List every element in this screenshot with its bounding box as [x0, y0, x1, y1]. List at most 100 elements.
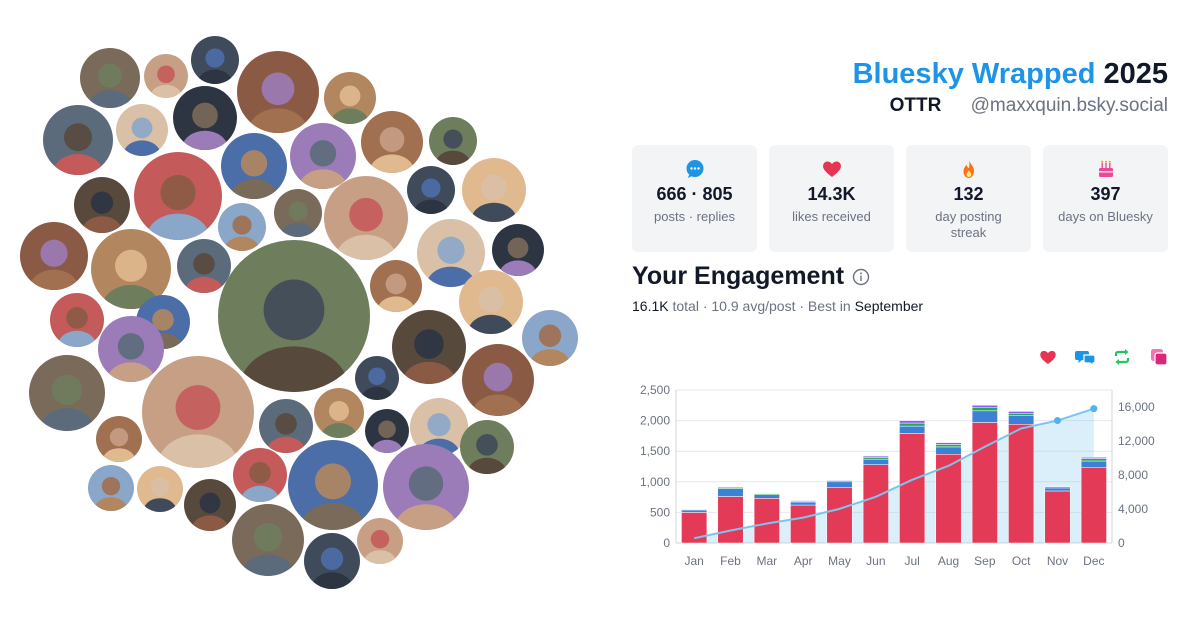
- y-tick-label: 2,000: [640, 414, 670, 428]
- y2-tick-label: 12,000: [1118, 434, 1155, 448]
- avatar[interactable]: [361, 111, 423, 173]
- quote-icon[interactable]: [1148, 346, 1170, 368]
- avatar[interactable]: [177, 239, 231, 293]
- bar-segment: [971, 405, 998, 408]
- bar-segment: [862, 455, 889, 458]
- avatar[interactable]: [324, 72, 376, 124]
- avatar[interactable]: [429, 117, 477, 165]
- y-tick-label: 1,500: [640, 444, 670, 458]
- bar-segment: [717, 486, 744, 488]
- avatar[interactable]: [460, 420, 514, 474]
- bar-segment: [753, 494, 780, 499]
- bar-segment: [899, 433, 926, 544]
- avatar[interactable]: [29, 355, 105, 431]
- stat-label: day posting streak: [935, 209, 1002, 240]
- x-tick-label: Oct: [1012, 554, 1031, 568]
- avatar[interactable]: [221, 133, 287, 199]
- avatar[interactable]: [314, 388, 364, 438]
- avatar[interactable]: [462, 158, 526, 222]
- best-month: September: [854, 298, 924, 314]
- chart-svg: 0 500 1,000 1,500 2,000 2,500 0 4,000 8,000 12,00…: [640, 383, 1155, 568]
- avatar[interactable]: [74, 177, 130, 233]
- stat-card-likes: 14.3K likes received: [769, 145, 894, 252]
- avatar[interactable]: [357, 518, 403, 564]
- avatar[interactable]: [459, 270, 523, 334]
- avatar[interactable]: [288, 440, 378, 530]
- avatar[interactable]: [304, 533, 360, 589]
- avatar[interactable]: [259, 399, 313, 453]
- bar-segment: [1008, 413, 1035, 416]
- y-tick-label: 2,500: [640, 383, 670, 397]
- x-tick-label: Mar: [756, 554, 777, 568]
- stat-value: 666 · 805: [656, 184, 733, 204]
- avatar[interactable]: [365, 409, 409, 453]
- bar-segment: [935, 454, 962, 544]
- avatar[interactable]: [80, 48, 140, 108]
- avatar[interactable]: [88, 465, 134, 511]
- engagement-chart: 0 500 1,000 1,500 2,000 2,500 0 4,000 8,000 12,00…: [632, 378, 1180, 578]
- stats-row: 666 · 805 posts · replies 14.3K likes re…: [632, 145, 1168, 252]
- avatar[interactable]: [290, 123, 356, 189]
- avatar[interactable]: [383, 444, 469, 530]
- bar-segment: [826, 487, 853, 544]
- x-tick-label: Jan: [684, 554, 703, 568]
- avatar[interactable]: [462, 344, 534, 416]
- bar-segment: [1008, 411, 1035, 414]
- avatar[interactable]: [218, 203, 266, 251]
- avatar[interactable]: [407, 166, 455, 214]
- heart-icon[interactable]: [1037, 346, 1059, 368]
- avatar[interactable]: [43, 105, 113, 175]
- bar-segment: [681, 509, 708, 513]
- avatar[interactable]: [233, 448, 287, 502]
- avatar-collage: [20, 36, 578, 589]
- avatar[interactable]: [370, 260, 422, 312]
- x-tick-label: Jul: [904, 554, 919, 568]
- avatar[interactable]: [184, 479, 236, 531]
- avatar[interactable]: [355, 356, 399, 400]
- bar-segment: [971, 422, 998, 544]
- stat-value: 397: [1090, 184, 1121, 204]
- bar-segment: [717, 496, 744, 544]
- bar-segment: [1080, 458, 1107, 462]
- stat-label: posts · replies: [654, 209, 735, 224]
- avatar[interactable]: [142, 356, 254, 468]
- avatar[interactable]: [392, 310, 466, 384]
- title-brand: Bluesky Wrapped: [852, 58, 1096, 90]
- avatar[interactable]: [324, 176, 408, 260]
- x-tick-label: Apr: [794, 554, 813, 568]
- avatar[interactable]: [191, 36, 239, 84]
- flame-icon: [963, 160, 974, 178]
- avatar[interactable]: [50, 293, 104, 347]
- avatar[interactable]: [492, 224, 544, 276]
- chart-legend: [1037, 346, 1172, 368]
- bar-segment: [935, 446, 962, 455]
- avatar[interactable]: [137, 466, 183, 512]
- avatar[interactable]: [144, 54, 188, 98]
- avatar[interactable]: [20, 222, 88, 290]
- stat-value: 14.3K: [807, 184, 856, 204]
- avatar[interactable]: [237, 51, 319, 133]
- x-tick-label: Dec: [1083, 554, 1104, 568]
- avatar[interactable]: [98, 316, 164, 382]
- reply-icon[interactable]: [1074, 346, 1096, 368]
- avatar[interactable]: [116, 104, 168, 156]
- cumulative-point: [1090, 405, 1098, 413]
- stat-value: 132: [953, 184, 984, 204]
- engagement-total-word: total: [672, 298, 699, 314]
- page-title: Bluesky Wrapped 2025: [853, 58, 1168, 91]
- bar-segment: [1008, 424, 1035, 544]
- bar-segment: [717, 488, 744, 497]
- avatar[interactable]: [218, 240, 370, 392]
- avatar[interactable]: [522, 310, 578, 366]
- avatar[interactable]: [232, 504, 304, 576]
- stat-label: days on Bluesky: [1058, 209, 1153, 224]
- repost-icon[interactable]: [1111, 346, 1133, 368]
- avatar[interactable]: [274, 189, 322, 237]
- avatar[interactable]: [96, 416, 142, 462]
- user-handle[interactable]: @maxxquin.bsky.social: [970, 95, 1168, 116]
- avatar[interactable]: [134, 152, 222, 240]
- bar-segment: [935, 442, 962, 445]
- title-year: 2025: [1103, 58, 1168, 90]
- info-icon[interactable]: [852, 268, 870, 286]
- avatar[interactable]: [173, 86, 237, 150]
